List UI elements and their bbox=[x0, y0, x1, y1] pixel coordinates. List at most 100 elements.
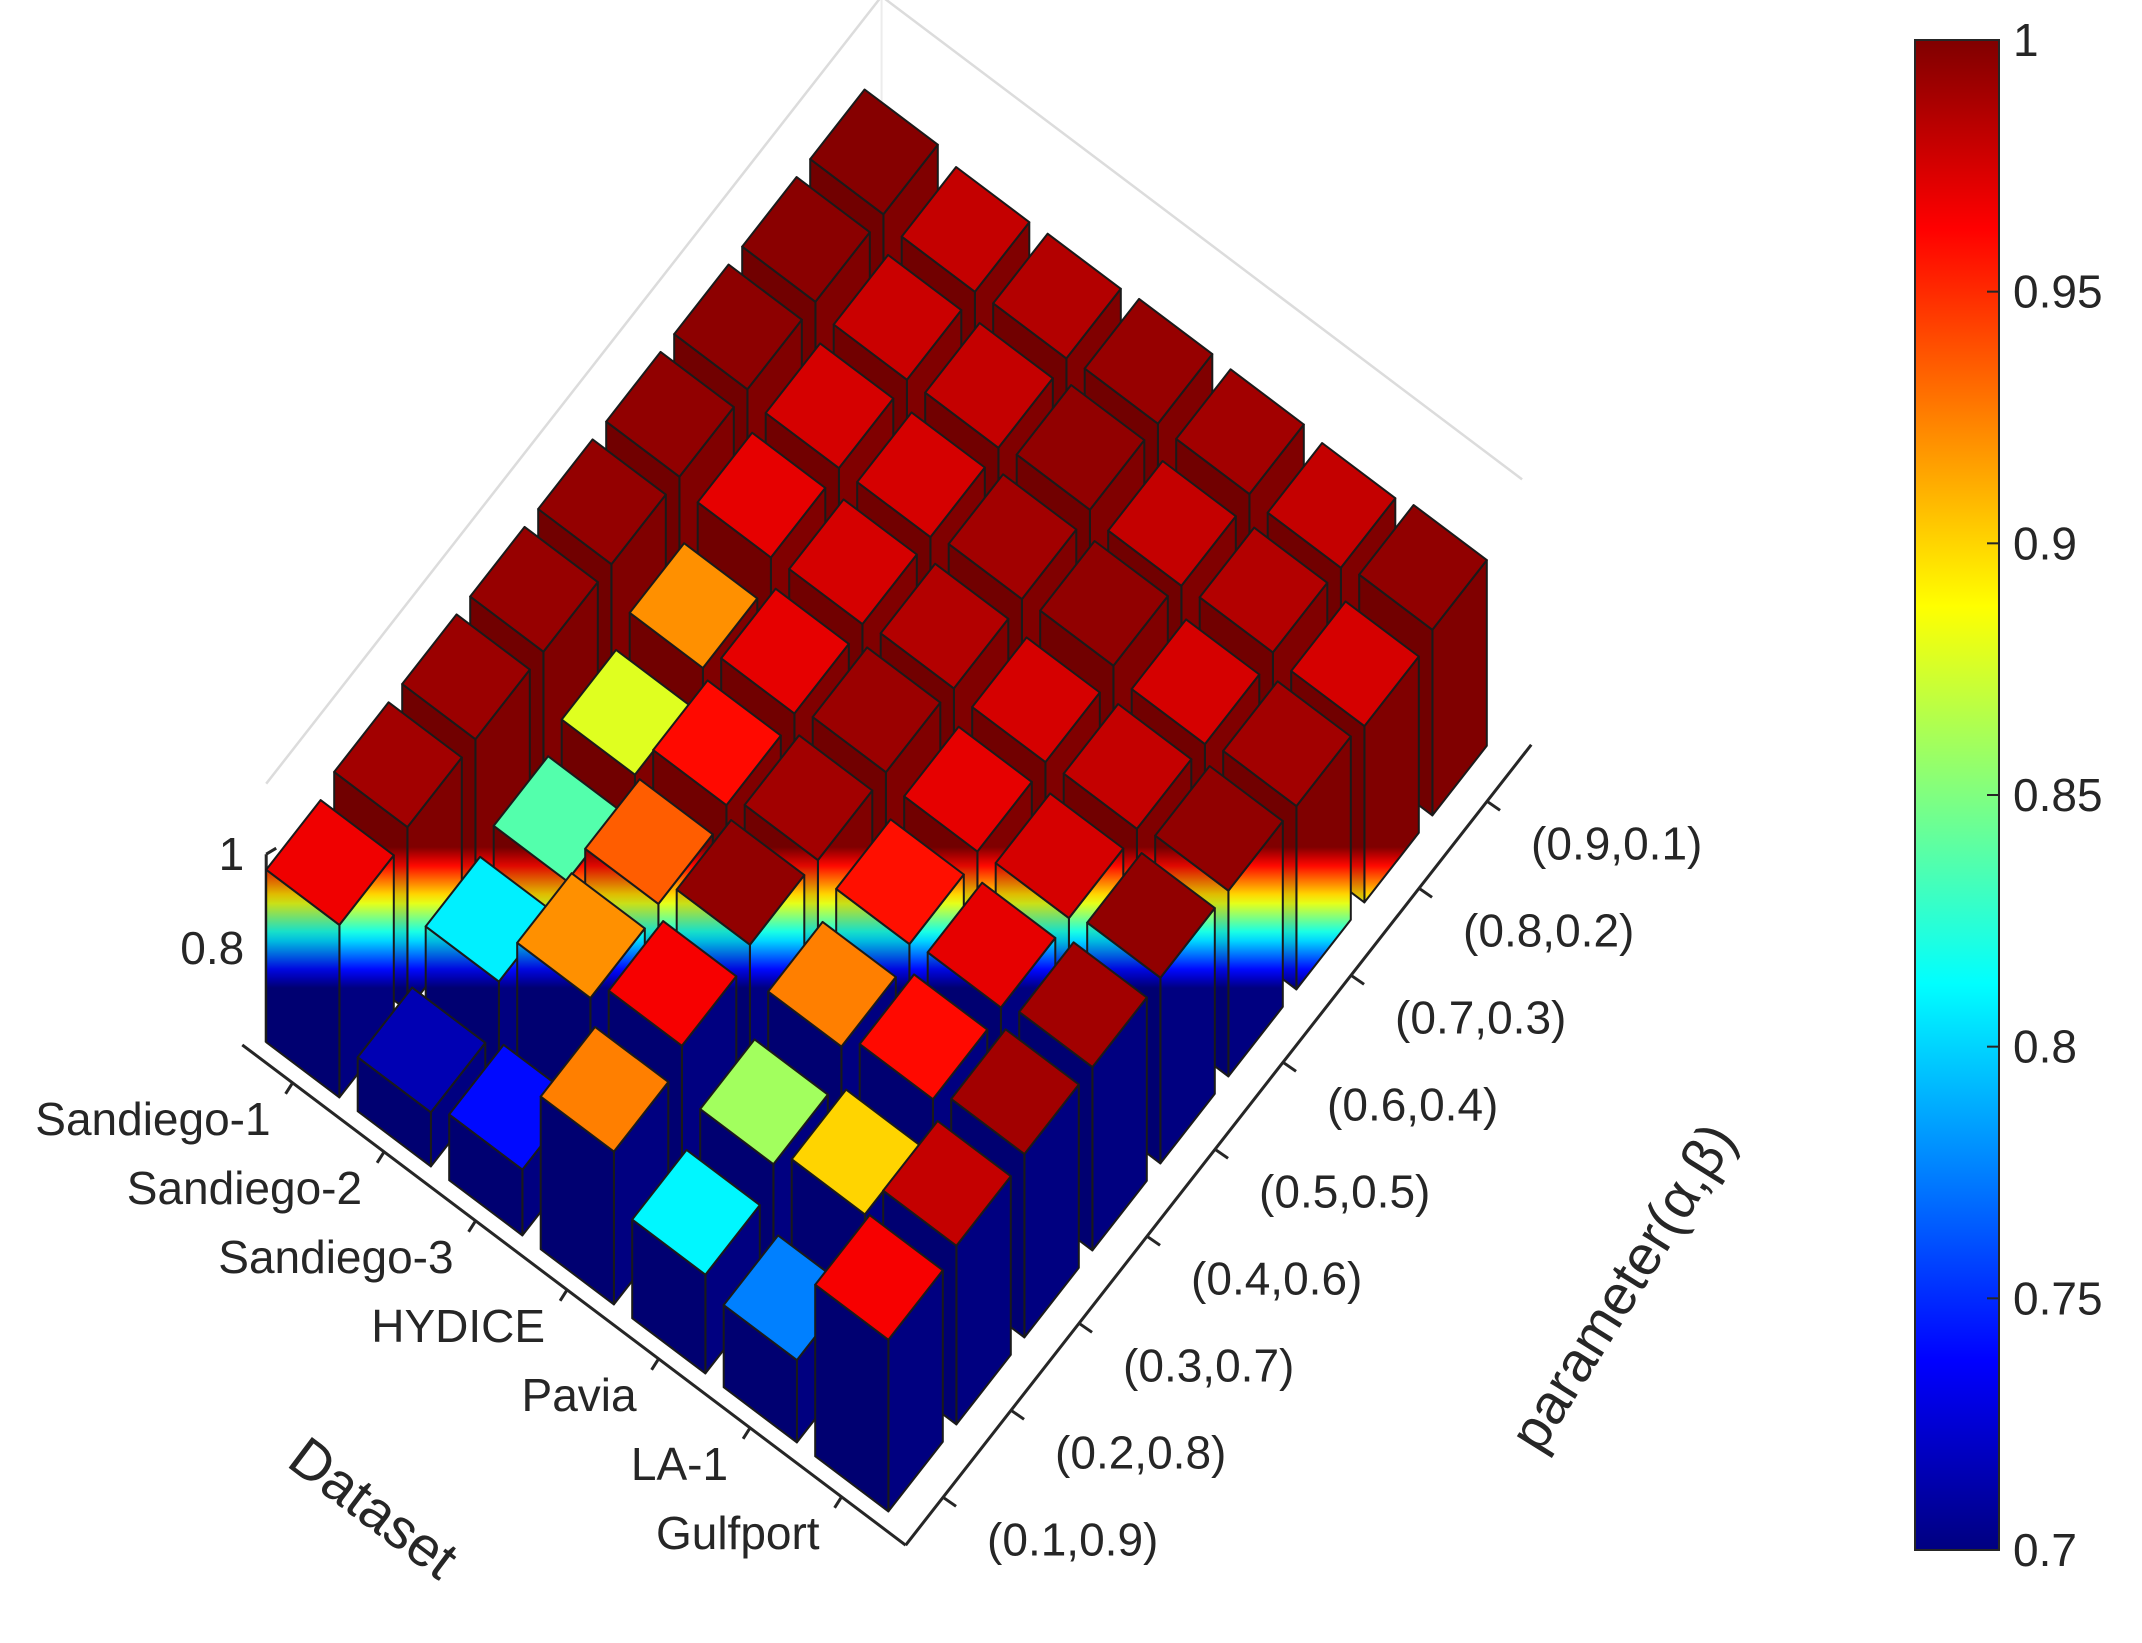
bar-top-face bbox=[879, 562, 1010, 690]
bar-top-face bbox=[1358, 504, 1488, 631]
colorbar-tick-label: 0.7 bbox=[2013, 1524, 2077, 1576]
x-tick-label: Pavia bbox=[522, 1369, 637, 1421]
bar-top-face bbox=[1015, 384, 1146, 511]
bar-top-face bbox=[947, 473, 1078, 601]
bar-top-face bbox=[992, 232, 1122, 360]
bar-top-face bbox=[605, 350, 735, 478]
bar-top-face bbox=[743, 734, 874, 862]
bar-top-face bbox=[835, 818, 965, 946]
bar-top-face bbox=[675, 819, 806, 946]
bar-top-face bbox=[882, 1120, 1012, 1247]
colorbar-tick-label: 0.9 bbox=[2013, 517, 2077, 569]
bar-top-face bbox=[673, 263, 803, 391]
x-tick-label: Sandiego-2 bbox=[127, 1162, 362, 1214]
bar-top-face bbox=[1039, 540, 1169, 667]
bar-top-face bbox=[696, 431, 827, 559]
bar bbox=[265, 799, 395, 1099]
bar-top-face bbox=[971, 636, 1101, 764]
bar-top-face bbox=[1062, 703, 1193, 830]
colorbar-tick-label: 0.8 bbox=[2013, 1021, 2077, 1073]
bar-top-face bbox=[333, 701, 463, 829]
x-tick bbox=[558, 1289, 569, 1302]
bar-top-face bbox=[1154, 765, 1284, 892]
colorbar: 0.7 0.75 0.8 0.85 0.9 0.95 1 bbox=[1914, 14, 2103, 1576]
bar bbox=[814, 1214, 944, 1513]
bar-top-face bbox=[832, 253, 963, 381]
y-tick bbox=[1078, 1322, 1093, 1334]
x-axis-line bbox=[241, 1043, 907, 1547]
bar-top-face bbox=[699, 1038, 829, 1166]
bar-top-face bbox=[516, 872, 646, 999]
y-tick bbox=[1010, 1409, 1025, 1421]
x-axis-title: Dataset bbox=[278, 1424, 470, 1591]
bar-top-face bbox=[767, 920, 897, 1048]
bar bbox=[356, 986, 487, 1168]
z-tick-label: 0.8 bbox=[180, 922, 244, 974]
z-tick bbox=[265, 846, 277, 856]
x-tick-label: LA-1 bbox=[631, 1438, 728, 1490]
colorbar-tick-label: 0.75 bbox=[2013, 1272, 2103, 1324]
bar-top-face bbox=[903, 725, 1033, 853]
z-axis: 0.81 bbox=[180, 828, 277, 1043]
bar-top-face bbox=[856, 411, 986, 539]
x-tick bbox=[467, 1220, 477, 1233]
y-tick-label: (0.7,0.3) bbox=[1395, 991, 1566, 1043]
bar-top-face bbox=[607, 920, 738, 1047]
y-tick-label: (0.6,0.4) bbox=[1327, 1078, 1498, 1130]
colorbar-scale bbox=[1914, 39, 2000, 1551]
floor-axes: Sandiego-1 Sandiego-2 Sandiego-3 HYDICE Pavi… bbox=[35, 743, 1702, 1565]
bar-top-face bbox=[1198, 526, 1329, 654]
bar-top-face bbox=[809, 88, 939, 216]
bar-top-face bbox=[764, 342, 895, 470]
y-tick bbox=[1350, 974, 1365, 986]
y-tick bbox=[1214, 1148, 1229, 1160]
bar-top-face bbox=[652, 679, 782, 807]
y-tick-label: (0.2,0.8) bbox=[1055, 1426, 1226, 1478]
y-tick-label: (0.3,0.7) bbox=[1123, 1339, 1294, 1391]
bar-top-face bbox=[1018, 941, 1148, 1069]
bar-top-face bbox=[720, 587, 850, 715]
x-tick bbox=[741, 1427, 752, 1440]
bar-top-face bbox=[811, 646, 942, 774]
x-tick-label: Gulfport bbox=[656, 1507, 820, 1559]
bar-top-face bbox=[788, 498, 918, 626]
x-tick bbox=[650, 1358, 660, 1371]
bar-top-face bbox=[1107, 460, 1237, 587]
bars-group bbox=[265, 88, 1488, 1513]
bar-top-face bbox=[1130, 618, 1261, 746]
colorbar-tick-label: 0.85 bbox=[2013, 769, 2103, 821]
y-axis-title: parameter(α,β) bbox=[1497, 1112, 1748, 1461]
x-tick-label: Sandiego-1 bbox=[35, 1093, 270, 1145]
y-tick bbox=[1146, 1235, 1161, 1247]
bar-top-face bbox=[926, 881, 1057, 1009]
bar bbox=[631, 1148, 761, 1375]
bar-top-face bbox=[1083, 297, 1214, 425]
bar-top-face bbox=[631, 1148, 761, 1276]
bar-top-face bbox=[628, 542, 759, 669]
colorbar-tick-label: 1 bbox=[2013, 14, 2039, 66]
y-tick-label: (0.9,0.1) bbox=[1531, 817, 1702, 869]
y-tick bbox=[1418, 887, 1433, 899]
bar-top-face bbox=[1175, 368, 1305, 496]
y-tick-label: (0.5,0.5) bbox=[1259, 1165, 1430, 1217]
bar-top-face bbox=[537, 438, 667, 566]
backdrop-top-edge bbox=[265, 0, 1523, 785]
bar-top-face bbox=[1086, 852, 1216, 979]
bar-top-face bbox=[584, 778, 714, 905]
x-tick-label: HYDICE bbox=[371, 1300, 545, 1352]
bar-top-face bbox=[539, 1025, 670, 1153]
y-tick-label: (0.4,0.6) bbox=[1191, 1252, 1362, 1304]
y-tick-label: (0.8,0.2) bbox=[1463, 904, 1634, 956]
bar-top-face bbox=[950, 1028, 1080, 1156]
x-tick bbox=[833, 1496, 843, 1509]
bar-top-face bbox=[924, 322, 1054, 449]
y-tick-label: (0.1,0.9) bbox=[987, 1513, 1158, 1565]
bar-top-face bbox=[1290, 600, 1420, 728]
y-tick bbox=[1282, 1061, 1297, 1073]
x-tick bbox=[375, 1151, 386, 1164]
bar-top-face bbox=[469, 525, 599, 653]
bar-top-face bbox=[401, 613, 531, 741]
colorbar-tick-label: 0.95 bbox=[2013, 266, 2103, 318]
z-tick-label: 1 bbox=[219, 828, 245, 880]
